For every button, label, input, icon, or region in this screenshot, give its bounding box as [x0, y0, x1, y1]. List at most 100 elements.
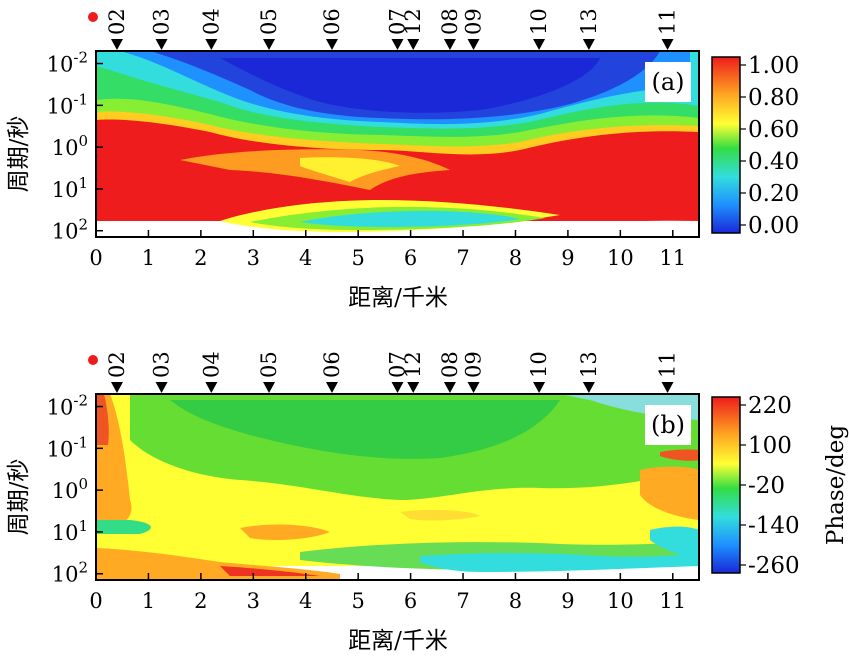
panel-b-x-ticks: 0 1 2 3 4 5 6 7 8 9 10 11	[89, 573, 686, 613]
station-label: 04	[199, 351, 223, 378]
station-label: 13	[577, 8, 601, 35]
colorbar-label: -20	[748, 473, 785, 499]
x-tick-label: 3	[247, 589, 260, 613]
station-marker	[110, 39, 123, 50]
x-tick-label: 6	[404, 589, 417, 613]
x-tick-label: 7	[456, 589, 469, 613]
station-marker	[155, 382, 168, 393]
y-tick-label: 102	[52, 559, 88, 587]
panel-a-label: (a)	[651, 68, 684, 96]
x-tick-label: 4	[299, 246, 312, 270]
colorbar-label: 0.60	[748, 117, 799, 143]
x-tick-label: 11	[659, 246, 686, 270]
x-tick-label: 10	[607, 246, 634, 270]
y-tick-label: 10-2	[47, 392, 88, 420]
station-label: 10	[527, 351, 551, 378]
y-tick-label: 102	[52, 216, 88, 244]
panel-b-source-dot	[88, 355, 98, 365]
station-marker	[391, 39, 404, 50]
panel-a-x-ticks: 0 1 2 3 4 5 6 7 8 9 10 11	[89, 230, 686, 270]
panel-b-label: (b)	[651, 411, 685, 439]
station-marker	[661, 382, 674, 393]
x-tick-label: 11	[659, 589, 686, 613]
colorbar-label: 0.00	[748, 213, 799, 239]
panel-a-source-dot	[88, 12, 98, 22]
panel-b-colorbar-title: Phase/deg	[823, 425, 849, 545]
panel-a-x-axis-label: 距离/千米	[348, 285, 448, 311]
x-tick-label: 1	[142, 246, 155, 270]
x-tick-label: 2	[194, 589, 207, 613]
x-tick-label: 6	[404, 246, 417, 270]
colorbar-label: -140	[748, 513, 800, 539]
x-tick-label: 7	[456, 246, 469, 270]
y-tick-label: 100	[52, 475, 88, 503]
station-marker	[443, 382, 456, 393]
station-marker	[582, 39, 595, 50]
x-tick-label: 9	[561, 589, 574, 613]
y-tick-label: 10-1	[47, 90, 88, 118]
station-label: 11	[656, 351, 680, 378]
x-tick-label: 3	[247, 246, 260, 270]
x-tick-label: 0	[89, 589, 102, 613]
station-marker	[325, 382, 338, 393]
x-tick-label: 0	[89, 246, 102, 270]
y-tick-label: 10-2	[47, 49, 88, 77]
station-marker	[110, 382, 123, 393]
station-label: 02	[105, 8, 129, 35]
panel-b-x-axis-label: 距离/千米	[348, 628, 448, 654]
station-label: 03	[150, 8, 174, 35]
station-marker	[661, 39, 674, 50]
x-tick-label: 9	[561, 246, 574, 270]
station-label: 12	[401, 351, 425, 378]
x-tick-label: 8	[509, 589, 522, 613]
y-tick-label: 101	[52, 174, 88, 202]
station-label: 03	[150, 351, 174, 378]
station-marker	[263, 382, 276, 393]
station-marker	[407, 39, 420, 50]
colorbar-label: 220	[748, 393, 792, 419]
y-tick-label: 100	[52, 132, 88, 160]
panel-b-heatmap	[96, 394, 699, 580]
colorbar-label: -260	[748, 553, 800, 579]
station-label: 05	[257, 351, 281, 378]
station-label: 08	[438, 351, 462, 378]
station-label: 07	[386, 8, 410, 35]
station-label: 06	[320, 8, 344, 35]
station-label: 12	[401, 8, 425, 35]
station-marker	[533, 382, 546, 393]
panel-b-y-axis-label: 周期/秒	[6, 459, 32, 536]
station-label: 06	[320, 351, 344, 378]
station-label: 13	[577, 351, 601, 378]
station-label: 11	[656, 8, 680, 35]
station-label: 08	[438, 8, 462, 35]
y-tick-label: 10-1	[47, 433, 88, 461]
station-marker	[467, 39, 480, 50]
colorbar-label: 0.80	[748, 85, 799, 111]
x-tick-label: 8	[509, 246, 522, 270]
panel-a-label-box	[645, 62, 691, 102]
colorbar-label: 100	[748, 433, 792, 459]
station-marker	[155, 39, 168, 50]
station-label: 09	[462, 8, 486, 35]
x-tick-label: 4	[299, 589, 312, 613]
station-marker	[263, 39, 276, 50]
x-tick-label: 5	[351, 246, 364, 270]
station-marker	[407, 382, 420, 393]
station-label: 04	[199, 8, 223, 35]
station-label: 09	[462, 351, 486, 378]
panel-b-frame	[95, 393, 700, 581]
colorbar-label: 0.40	[748, 149, 799, 175]
x-tick-label: 1	[142, 589, 155, 613]
panel-a-frame	[95, 50, 700, 238]
station-label: 10	[527, 8, 551, 35]
panel-a-y-axis-label: 周期/秒	[6, 116, 32, 193]
y-tick-label: 101	[52, 517, 88, 545]
station-marker	[205, 39, 218, 50]
panel-b-colorbar: 220 100 -20 -140 -260	[711, 393, 800, 579]
colorbar-label: 0.20	[748, 181, 799, 207]
